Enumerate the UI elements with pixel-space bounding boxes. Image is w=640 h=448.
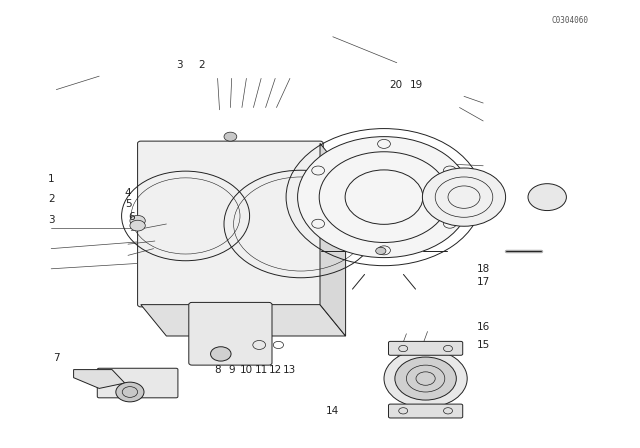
Text: 11: 11 xyxy=(255,365,268,375)
Text: 18: 18 xyxy=(477,264,490,274)
Circle shape xyxy=(211,347,231,361)
FancyBboxPatch shape xyxy=(189,302,272,365)
Circle shape xyxy=(528,184,566,211)
FancyBboxPatch shape xyxy=(388,404,463,418)
Text: 13: 13 xyxy=(284,365,296,375)
Circle shape xyxy=(384,349,467,408)
Circle shape xyxy=(376,247,386,254)
Text: 17: 17 xyxy=(477,277,490,287)
Polygon shape xyxy=(74,370,125,388)
Circle shape xyxy=(395,357,456,400)
Text: C0304060: C0304060 xyxy=(552,16,589,25)
Text: 10: 10 xyxy=(240,365,253,375)
Circle shape xyxy=(116,382,144,402)
Text: 3: 3 xyxy=(176,60,182,70)
Text: 15: 15 xyxy=(477,340,490,350)
Text: 9: 9 xyxy=(228,365,235,375)
Text: 16: 16 xyxy=(477,322,490,332)
Text: 1: 1 xyxy=(48,174,54,184)
FancyBboxPatch shape xyxy=(138,141,323,307)
Text: 8: 8 xyxy=(214,365,221,375)
Text: 20: 20 xyxy=(389,80,402,90)
Circle shape xyxy=(130,215,145,226)
Circle shape xyxy=(224,132,237,141)
Circle shape xyxy=(298,137,470,258)
Text: 14: 14 xyxy=(326,406,339,416)
Text: 6: 6 xyxy=(128,212,134,222)
Text: 19: 19 xyxy=(410,80,422,90)
Text: 12: 12 xyxy=(269,365,282,375)
Text: 3: 3 xyxy=(48,215,54,224)
FancyBboxPatch shape xyxy=(97,368,178,398)
FancyBboxPatch shape xyxy=(388,341,463,355)
Text: 7: 7 xyxy=(53,353,60,363)
Circle shape xyxy=(422,168,506,226)
Text: 2: 2 xyxy=(198,60,205,70)
Text: 5: 5 xyxy=(125,199,131,209)
Polygon shape xyxy=(320,143,346,336)
Circle shape xyxy=(130,220,145,231)
Polygon shape xyxy=(141,305,346,336)
Text: 4: 4 xyxy=(125,188,131,198)
Text: 2: 2 xyxy=(48,194,54,204)
